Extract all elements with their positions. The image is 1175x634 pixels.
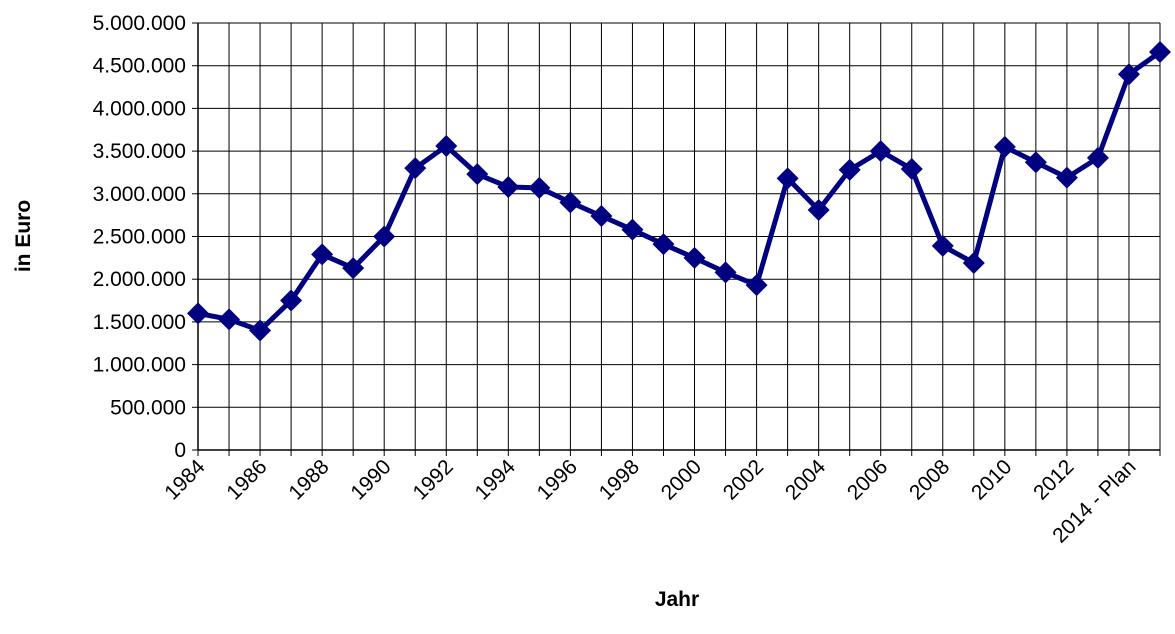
y-tick-label: 5.000.000 — [93, 12, 186, 35]
y-tick-label: 3.000.000 — [93, 183, 186, 206]
x-tick-label: 1998 — [595, 455, 644, 504]
marker — [962, 251, 985, 274]
line — [197, 50, 1162, 333]
marker — [249, 319, 272, 342]
marker — [838, 158, 861, 181]
x-tick-label: 1990 — [346, 455, 395, 504]
marker — [745, 274, 768, 297]
marker — [280, 289, 303, 312]
marker — [683, 246, 706, 269]
y-tick-label: 1.500.000 — [93, 311, 186, 334]
y-tick-label: 3.500.000 — [93, 140, 186, 163]
x-tick-label: 2002 — [719, 455, 768, 504]
y-tick-label: 2.000.000 — [93, 268, 186, 291]
marker — [187, 302, 209, 325]
y-axis-title: in Euro — [12, 200, 35, 272]
x-tick-label: 2010 — [967, 455, 1016, 504]
x-tick-label: 2012 — [1029, 455, 1078, 504]
x-tick-label: 1988 — [284, 455, 333, 504]
y-tick-label: 4.000.000 — [93, 97, 186, 120]
marker — [435, 134, 458, 157]
marker — [373, 225, 396, 248]
marker — [528, 176, 551, 199]
marker — [1024, 151, 1047, 174]
x-tick-label: 2006 — [843, 455, 892, 504]
x-tick-label: 2004 — [781, 455, 831, 505]
marker — [869, 140, 892, 163]
marker — [559, 191, 582, 214]
marker — [1117, 63, 1140, 86]
marker — [807, 199, 830, 222]
x-tick-label: 1994 — [471, 455, 521, 505]
y-tick-label: 0 — [174, 439, 186, 462]
x-tick-label: 2000 — [657, 455, 706, 504]
y-tick-label: 500.000 — [110, 396, 186, 419]
marker — [1149, 41, 1171, 64]
marker — [993, 135, 1016, 158]
marker — [404, 157, 427, 180]
x-tick-label: 2008 — [905, 455, 954, 504]
marker — [900, 158, 923, 181]
y-tick-label: 1.000.000 — [93, 354, 186, 377]
marker — [466, 163, 489, 186]
marker — [218, 308, 241, 331]
marker — [621, 218, 644, 241]
x-tick-label: 1986 — [222, 455, 271, 504]
marker — [497, 175, 520, 198]
marker — [342, 257, 365, 280]
x-axis-title: Jahr — [655, 588, 699, 611]
marker — [652, 233, 675, 256]
marker — [590, 205, 613, 228]
y-tick-label: 2.500.000 — [93, 226, 186, 249]
y-tick-label: 4.500.000 — [93, 55, 186, 78]
marker — [714, 261, 737, 284]
marker — [931, 234, 954, 257]
x-tick-label: 1992 — [408, 455, 457, 504]
marker — [776, 167, 799, 190]
x-tick-label: 1996 — [533, 455, 582, 504]
marker — [1086, 146, 1109, 169]
marker — [1055, 166, 1078, 189]
marker — [311, 243, 334, 266]
x-tick-label: 1984 — [160, 455, 210, 505]
